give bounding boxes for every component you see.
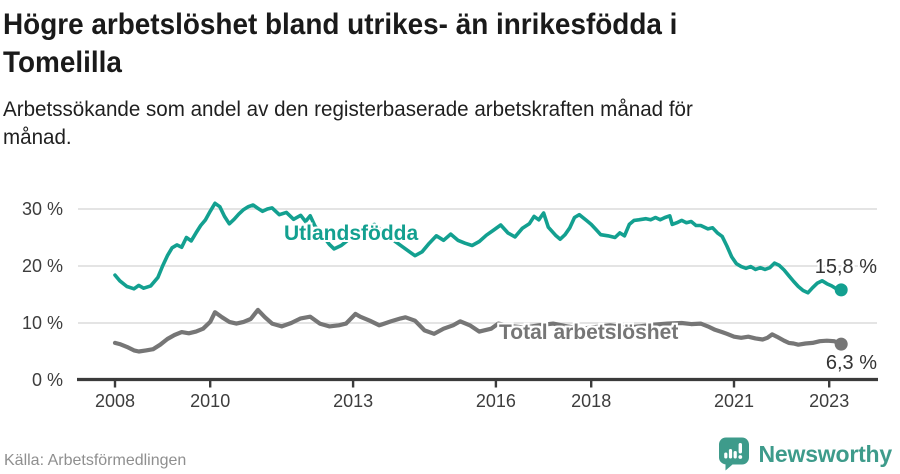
chart-subtitle: Arbetssökande som andel av den registerb… (3, 96, 900, 152)
newsworthy-bubble-icon (718, 437, 749, 471)
y-tick-label-0: 0 % (31, 370, 63, 390)
x-tick-label-2021: 2021 (713, 391, 755, 411)
bar-chart-glyph (723, 443, 742, 459)
end-dot-utlandsfodda (834, 283, 848, 297)
chart-subtitle-line-1: Arbetssökande som andel av den registerb… (3, 98, 693, 121)
end-value-utlandsfodda: 15,8 % (814, 256, 877, 278)
end-dot-total (834, 337, 848, 351)
newsworthy-wordmark: Newsworthy (758, 440, 893, 467)
gridlines (78, 208, 877, 324)
y-tick-label-10: 10 % (21, 313, 63, 333)
source-credit: Källa: Arbetsförmedlingen (4, 452, 187, 469)
x-tick-label-2013: 2013 (333, 391, 374, 411)
y-tick-label-20: 20 % (21, 256, 63, 276)
header: Högre arbetslöshet bland utrikes- än inr… (3, 6, 900, 152)
x-tick-label-2016: 2016 (475, 391, 516, 411)
chart-subtitle-line-2: månad. (3, 126, 72, 149)
x-axis-ticks (113, 378, 831, 388)
x-tick-label-2008: 2008 (94, 391, 136, 411)
page-title-line-2: Tomelilla (3, 46, 122, 79)
x-tick-label-2010: 2010 (190, 391, 231, 411)
series-label-utlandsfodda: Utlandsfödda (284, 222, 419, 245)
x-axis (77, 377, 878, 388)
x-tick-label-2018: 2018 (571, 391, 612, 411)
y-tick-label-30: 30 % (21, 199, 63, 219)
series-lines (112, 201, 848, 354)
newsworthy-logo[interactable]: Newsworthy (717, 435, 892, 473)
page-title-line-1: Högre arbetslöshet bland utrikes- än inr… (3, 8, 678, 41)
series-label-total-arbetsloshet: Total arbetslöshet (499, 321, 679, 344)
series-line-utlandsfodda (113, 201, 843, 295)
end-value-total: 6,3 % (825, 352, 877, 374)
x-tick-label-2023: 2023 (809, 391, 850, 411)
series-line-total (112, 307, 844, 354)
